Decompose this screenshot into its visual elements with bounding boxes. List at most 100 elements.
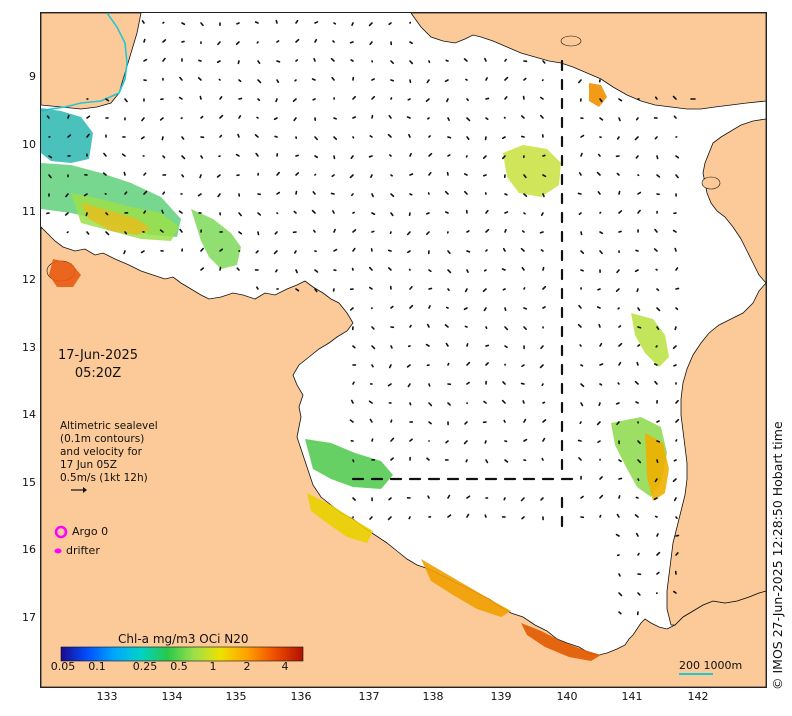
velocity-arrow [635,496,639,499]
timestamp-time: 05:20Z [74,366,122,381]
map-frame[interactable] [40,12,767,688]
velocity-arrow [219,134,223,138]
velocity-arrow [445,306,449,309]
velocity-arrow [333,228,336,233]
velocity-arrow [504,326,509,331]
velocity-arrow [273,250,278,255]
velocity-arrow [654,478,658,483]
velocity-arrow [482,155,487,160]
velocity-arrow [577,439,582,442]
velocity-arrow [466,117,471,122]
velocity-arrow [674,326,677,331]
velocity-arrow [426,231,430,236]
velocity-arrow [331,174,335,178]
velocity-arrow [485,117,489,121]
velocity-arrow [466,343,469,347]
velocity-arrow [485,97,490,100]
velocity-arrow [637,344,641,347]
velocity-arrow [504,96,508,100]
velocity-arrow [349,174,354,179]
velocity-arrow [616,269,620,274]
velocity-arrow [618,117,621,122]
bathymetry-contour [41,13,128,112]
velocity-arrow [447,117,450,122]
velocity-arrow [466,381,470,385]
map-canvas [41,13,766,687]
velocity-arrow [523,287,526,290]
velocity-arrow [409,324,412,328]
velocity-arrow [580,383,585,388]
velocity-arrow [444,79,449,83]
velocity-arrow [351,22,354,27]
velocity-arrow [673,497,677,502]
velocity-arrow [65,193,69,198]
velocity-arrow [181,40,185,43]
velocity-arrow [388,364,392,369]
velocity-arrow [200,22,204,27]
velocity-arrow [675,267,679,271]
velocity-arrow [275,19,278,24]
velocity-arrow [599,211,602,214]
velocity-arrow [390,345,393,349]
velocity-arrow [293,210,297,214]
velocity-arrow [523,174,527,179]
velocity-arrow [463,307,468,311]
velocity-arrow [483,400,487,404]
velocity-arrow [617,382,620,385]
velocity-arrow [350,399,354,404]
velocity-arrow [540,212,544,217]
velocity-arrow [521,230,525,233]
velocity-arrow [333,248,338,252]
chl-patch-east2 [645,433,669,501]
velocity-arrow [389,154,392,157]
velocity-arrow [599,363,604,366]
velocity-arrow [675,399,679,404]
velocity-arrow [390,212,394,217]
velocity-arrow [447,494,451,499]
lat-label-14: 14 [22,408,36,421]
velocity-arrow [387,133,392,138]
velocity-arrow [390,457,394,461]
velocity-arrow [181,136,185,140]
velocity-arrow [523,418,527,423]
velocity-arrow [542,401,546,404]
velocity-arrow [276,40,280,43]
velocity-arrow [618,459,622,463]
velocity-arrow [673,364,677,367]
velocity-arrow [523,326,527,331]
altimetry-line-5: 0.5m/s (1kt 12h) [60,472,148,484]
velocity-arrow [464,325,468,328]
velocity-arrow [656,459,659,464]
velocity-arrow [539,231,544,234]
velocity-arrow [369,41,373,46]
velocity-arrow [447,250,451,255]
velocity-arrow [426,457,430,461]
colorbar-tick-0: 0.05 [50,660,76,673]
velocity-arrow [409,173,414,176]
chl-patch-west-blob [49,259,81,287]
colorbar [60,646,304,662]
velocity-arrow [599,117,604,121]
lat-label-10: 10 [22,138,36,151]
velocity-arrow [409,193,413,196]
drifter-marker [54,548,62,554]
velocity-arrow [653,363,658,366]
lon-label-136: 136 [290,690,312,703]
velocity-arrow [216,174,221,178]
velocity-arrow [673,459,677,462]
velocity-arrow [256,286,259,290]
velocity-arrow [504,58,507,62]
velocity-arrow [654,515,658,518]
velocity-arrow [371,193,374,198]
chl-patch-south [521,623,601,661]
velocity-arrow [523,77,527,81]
velocity-arrow [599,494,604,499]
velocity-arrow [521,516,525,520]
velocity-arrow [596,171,601,176]
velocity-arrow [447,514,452,518]
velocity-arrow [542,193,545,198]
velocity-arrow [349,419,354,423]
velocity-arrow [503,497,506,501]
velocity-arrow [618,230,622,233]
velocity-arrow [427,117,430,120]
